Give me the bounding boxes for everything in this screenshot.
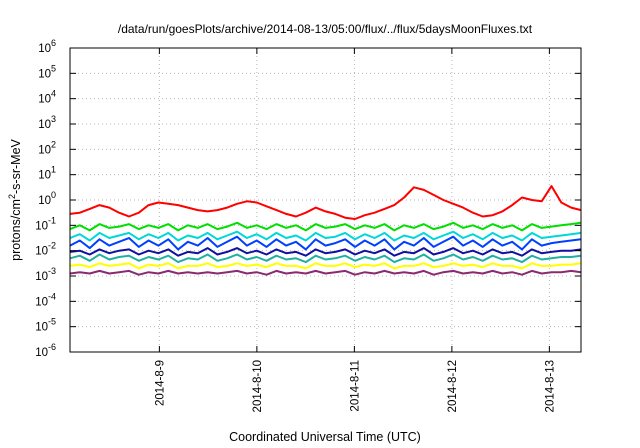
series-line [69,262,582,270]
series-line [69,185,582,220]
y-tick-label: 10-2 [35,241,56,258]
series-line [69,247,582,257]
y-tick-label: 10-3 [35,266,56,283]
series-line [69,253,582,264]
y-tick-label: 10-5 [35,317,56,334]
y-tick-label: 10-1 [35,215,56,232]
x-tick-label: 2014-8-13 [544,360,556,412]
x-axis-label: Coordinated Universal Time (UTC) [229,430,421,444]
y-tick-label: 100 [38,190,56,207]
chart-title: /data/run/goesPlots/archive/2014-08-13/0… [118,22,533,36]
x-tick-label: 2014-8-10 [252,360,264,412]
y-tick-label: 101 [38,165,56,182]
grid-lines [70,48,581,352]
y-axis-label: protons/cm2-s-sr-MeV [7,138,23,260]
x-tick-label: 2014-8-11 [349,360,361,412]
y-tick-label: 106 [38,38,56,55]
y-tick-label: 102 [38,139,56,156]
y-tick-label: 105 [38,63,56,80]
series-line [69,235,582,251]
series-line [69,269,582,276]
series-line [69,221,582,232]
x-axis-ticks: 2014-8-9 2014-8-10 2014-8-11 2014-8-12 2014-… [154,48,556,412]
x-tick-label: 2014-8-12 [447,360,459,412]
y-tick-label: 104 [38,89,56,106]
y-tick-label: 10-6 [35,342,56,359]
y-axis-ticks: 106 105 104 103 102 101 100 10-1 10-2 10-3 10-4 10-… [35,38,581,359]
x-tick-label: 2014-8-9 [154,360,166,406]
y-tick-label: 103 [38,114,56,131]
y-tick-label: 10-4 [35,291,56,308]
data-series-group [69,185,582,276]
series-line [69,230,582,242]
